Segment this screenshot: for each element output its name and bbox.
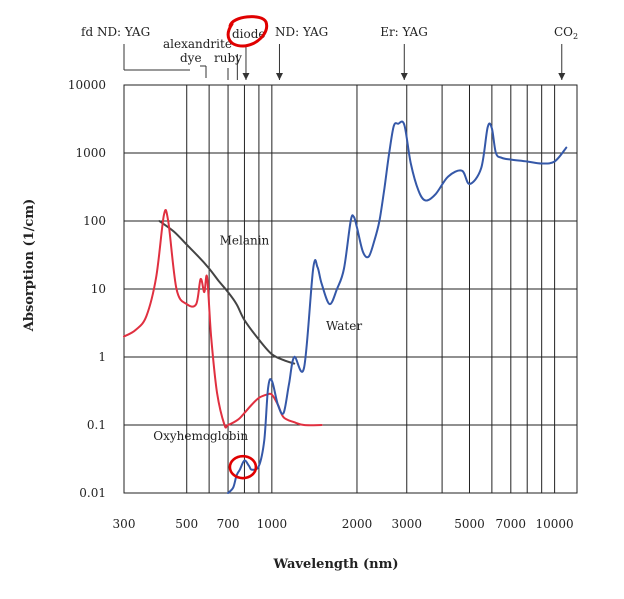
x-tick-label: 500 (175, 517, 198, 531)
y-tick-label: 10000 (68, 78, 106, 92)
y-axis-label: Absorption (1/cm) (22, 199, 37, 332)
laser-arrow-co2 (558, 73, 566, 80)
markup-circle-water-dip (228, 454, 258, 480)
y-tick-label: 10 (91, 282, 106, 296)
x-tick-label: 2000 (342, 517, 373, 531)
laser-label-fd-nd-yag: fd ND: YAG (81, 25, 150, 39)
curve-labels: Melanin Water Oxyhemoglobin (153, 234, 362, 444)
markup-circle-diode (226, 15, 269, 48)
y-tick-label: 0.1 (87, 418, 106, 432)
x-tick-label: 5000 (454, 517, 485, 531)
laser-label-co2: CO2 (554, 25, 578, 41)
x-tick-label: 10000 (536, 517, 574, 531)
laser-label-dye: dye (180, 51, 202, 65)
curve-label-oxyhemoglobin: Oxyhemoglobin (153, 429, 248, 443)
y-tick-label: 1000 (75, 146, 106, 160)
laser-label-ruby: ruby (214, 51, 242, 65)
x-tick-label: 700 (217, 517, 240, 531)
laser-arrow-nd-yag (275, 73, 283, 80)
laser-label-er-yag: Er: YAG (380, 25, 428, 39)
curve-label-water: Water (326, 319, 362, 333)
x-axis-label: Wavelength (nm) (273, 557, 399, 572)
laser-label-diode: diode (232, 27, 266, 41)
markup (226, 15, 269, 480)
x-tick-label: 3000 (391, 517, 422, 531)
x-tick-label: 1000 (257, 517, 288, 531)
laser-label-alexandrite: alexandrite (163, 37, 232, 51)
curves (123, 120, 568, 494)
laser-label-nd-yag: ND: YAG (275, 25, 328, 39)
curve-label-melanin: Melanin (220, 234, 270, 248)
x-tick-label: 7000 (496, 517, 527, 531)
tick-labels: 0.01 0.1 1 10 100 1000 10000 300 500 700 1000 2000 3… (68, 78, 574, 531)
laser-arrow-diode (242, 73, 250, 80)
laser-label-co2-subscript: 2 (573, 32, 578, 41)
y-tick-label: 100 (83, 214, 106, 228)
y-tick-label: 1 (98, 350, 106, 364)
series-line-water (227, 120, 568, 494)
y-tick-label: 0.01 (79, 486, 106, 500)
laser-arrow-er-yag (400, 73, 408, 80)
series-line-melanin (158, 220, 296, 365)
grid (123, 84, 578, 494)
x-tick-label: 300 (113, 517, 136, 531)
